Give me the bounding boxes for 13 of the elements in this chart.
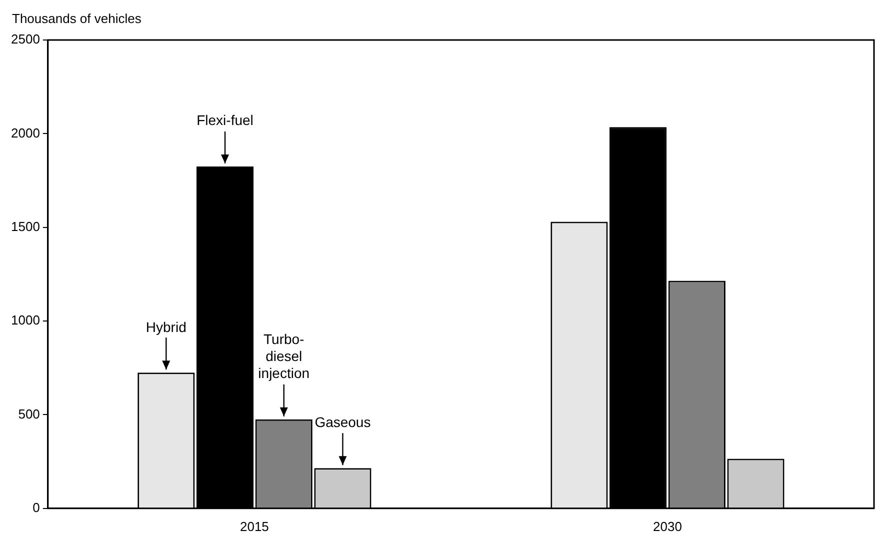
y-tick-label: 2500	[11, 32, 40, 47]
y-tick-label: 500	[18, 406, 40, 422]
y-tick-label: 0	[32, 500, 40, 515]
y-tick-label: 2000	[11, 125, 40, 140]
x-tick-label: 2030	[653, 518, 682, 534]
text: Turbo-diesel injection	[257, 331, 311, 382]
y-tick-label: 1500	[11, 218, 40, 234]
y-tick-label: 1000	[11, 312, 40, 328]
text: Flexi-fuel	[196, 112, 254, 130]
text: Hybrid	[144, 318, 188, 336]
x-tick-label: 2015	[240, 518, 269, 534]
y-axis-title: Thousands of vehicles	[12, 11, 142, 26]
text: Gaseous	[314, 414, 372, 432]
